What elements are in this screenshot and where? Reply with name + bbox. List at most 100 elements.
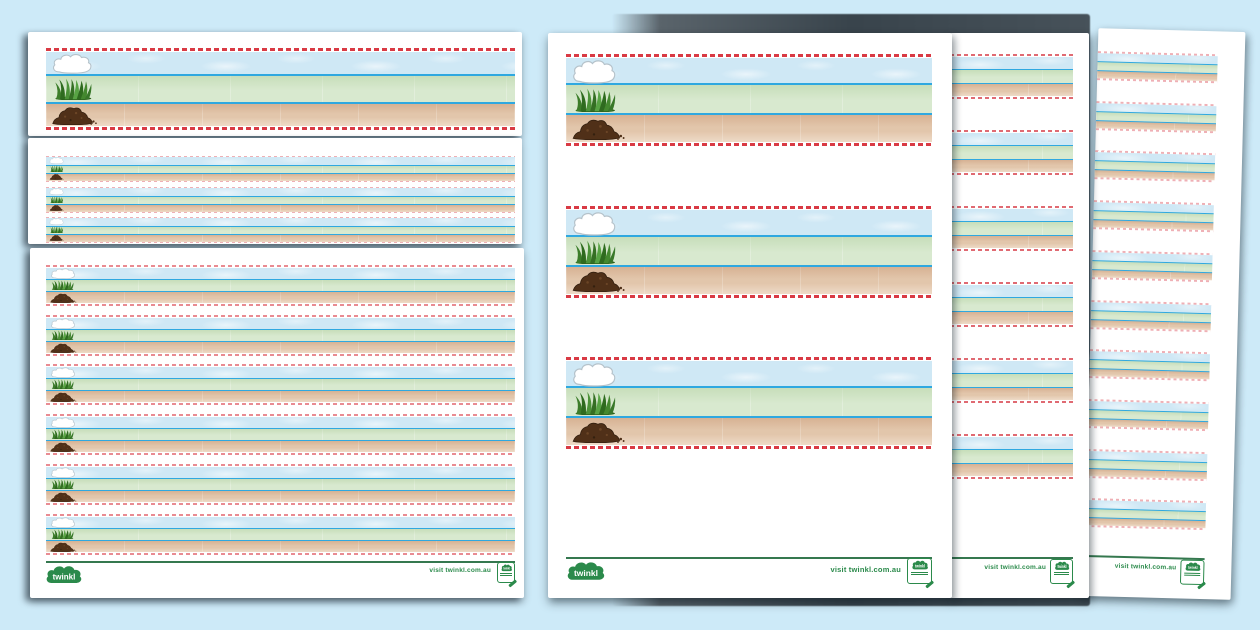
cloud-icon xyxy=(50,268,76,279)
writing-strip xyxy=(46,414,515,456)
dirt-icon xyxy=(49,292,77,303)
sky-band xyxy=(566,209,932,235)
cut-line-bottom xyxy=(950,477,1073,479)
writing-strip xyxy=(1086,448,1208,481)
sky-band xyxy=(46,417,515,429)
grass-band xyxy=(950,69,1073,83)
cut-line-top xyxy=(566,205,932,209)
sky-band xyxy=(950,133,1073,145)
grass-band xyxy=(950,145,1073,159)
writing-strip xyxy=(566,54,932,146)
writing-strip xyxy=(1095,100,1217,133)
dirt-band xyxy=(46,173,515,181)
dirt-band xyxy=(46,291,515,303)
dirt-band xyxy=(950,463,1073,476)
svg-text:twinkl: twinkl xyxy=(53,573,76,582)
cut-line-bottom xyxy=(950,249,1073,251)
sky-band xyxy=(950,285,1073,297)
grass-icon xyxy=(51,330,75,340)
cloud-icon xyxy=(51,53,93,74)
cut-line-top xyxy=(566,54,932,57)
cut-line-top xyxy=(46,513,515,516)
cloud-icon xyxy=(49,157,64,164)
writing-strip xyxy=(950,282,1073,327)
cut-line-top xyxy=(46,186,515,188)
sky-band xyxy=(950,209,1073,221)
dirt-band xyxy=(46,440,515,453)
sky-band xyxy=(46,516,515,528)
cut-line-top xyxy=(566,357,932,360)
quality-badge: twinkl xyxy=(1179,559,1205,586)
writing-strip xyxy=(46,314,515,356)
cut-line-top xyxy=(46,463,515,466)
sky-band xyxy=(46,52,515,74)
cut-line-top xyxy=(950,434,1073,436)
sky-band xyxy=(46,466,515,478)
writing-strip xyxy=(950,358,1073,403)
cut-line-bottom xyxy=(46,181,515,182)
grass-icon xyxy=(51,379,75,390)
cut-line-bottom xyxy=(46,242,515,243)
cut-line-top xyxy=(950,130,1073,132)
writing-strip xyxy=(1087,398,1209,432)
cut-line-top xyxy=(950,54,1073,56)
dirt-band xyxy=(46,234,515,242)
page-left-mid xyxy=(28,138,522,244)
grass-icon xyxy=(51,429,75,440)
quality-badge: twinkl xyxy=(907,558,932,584)
badge-text-lines xyxy=(1053,572,1070,576)
grass-band xyxy=(950,449,1073,463)
writing-strip xyxy=(1089,349,1211,382)
svg-text:twinkl: twinkl xyxy=(503,566,510,571)
sky-band xyxy=(950,361,1073,373)
badge-text-lines xyxy=(1183,572,1201,577)
grass-band xyxy=(46,195,515,204)
cloud-icon xyxy=(50,517,76,528)
writing-strip xyxy=(950,206,1073,251)
sky-band xyxy=(46,187,515,196)
grass-band xyxy=(46,165,515,173)
writing-strip xyxy=(1097,51,1218,84)
visit-url-text: visit twinkl.com.au xyxy=(429,567,491,574)
grass-band xyxy=(950,373,1073,387)
writing-strip xyxy=(1093,200,1214,233)
cut-line-top xyxy=(950,206,1073,208)
visit-url-text: visit twinkl.com.au xyxy=(1114,562,1177,572)
page-front-middle: twinkl visit twinkl.com.au twinkl xyxy=(548,33,952,598)
dirt-band xyxy=(566,264,932,294)
writing-strip xyxy=(950,130,1073,175)
cut-line-bottom xyxy=(950,325,1073,327)
cut-line-top xyxy=(46,364,515,367)
grass-band xyxy=(46,328,515,341)
dirt-band xyxy=(950,387,1073,400)
grass-band xyxy=(950,221,1073,235)
page-right-mid: visit twinkl.com.au twinkl xyxy=(950,33,1089,598)
cut-line-top xyxy=(46,414,515,417)
writing-strip xyxy=(1091,249,1213,283)
cut-line-bottom xyxy=(46,403,515,406)
cut-line-top xyxy=(46,156,515,157)
dirt-band xyxy=(46,340,515,353)
svg-text:twinkl: twinkl xyxy=(1057,565,1066,569)
grass-band xyxy=(46,74,515,102)
grass-band xyxy=(46,428,515,441)
twinkl-logo: twinkl xyxy=(566,560,606,584)
dirt-band xyxy=(566,113,932,142)
cut-line-bottom xyxy=(566,294,932,298)
cut-line-bottom xyxy=(950,401,1073,403)
cut-line-top xyxy=(46,314,515,317)
dirt-band xyxy=(950,159,1073,172)
dirt-band xyxy=(46,390,515,403)
dirt-icon xyxy=(49,441,77,453)
grass-band xyxy=(46,477,515,490)
grass-icon xyxy=(574,391,618,415)
dirt-band xyxy=(46,539,515,552)
cloud-icon xyxy=(49,187,64,195)
writing-strip xyxy=(566,357,932,449)
sky-band xyxy=(950,437,1073,449)
cloud-icon xyxy=(571,362,617,387)
cut-line-top xyxy=(46,217,515,218)
sky-band xyxy=(46,367,515,379)
dirt-band xyxy=(46,203,515,212)
